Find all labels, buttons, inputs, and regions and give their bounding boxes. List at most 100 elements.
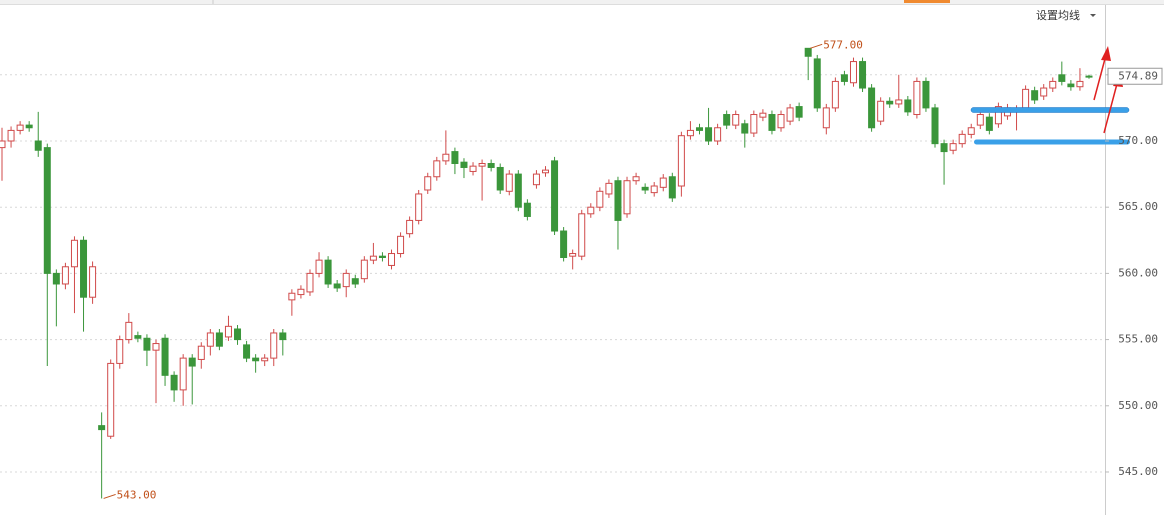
candle-body	[496, 166, 504, 191]
candle-body	[560, 230, 568, 258]
candle-body	[1031, 90, 1039, 101]
candle-body	[922, 80, 930, 109]
arrow-head	[1101, 46, 1111, 61]
candle-body	[840, 74, 848, 82]
candle-body	[831, 80, 839, 109]
candle-body	[904, 99, 912, 113]
candle-body	[659, 177, 667, 188]
candle-body	[632, 176, 640, 182]
candle-body	[741, 123, 749, 134]
candle-body	[333, 283, 341, 289]
candle-body	[297, 288, 305, 296]
candle-body	[406, 219, 414, 235]
candle-body	[7, 129, 15, 142]
last-price-label: 574.89	[1118, 69, 1158, 82]
candle-body	[868, 87, 876, 129]
candle-body	[397, 235, 405, 255]
candle-body	[206, 332, 214, 347]
candle-body	[34, 140, 42, 151]
candle-body	[714, 127, 722, 142]
candle-body	[351, 278, 359, 285]
candle-body	[705, 127, 713, 142]
dropdown-icon[interactable]	[1090, 14, 1096, 17]
candle-body	[505, 173, 513, 192]
drawings	[970, 46, 1130, 145]
candle-body	[388, 253, 396, 266]
candle-body	[179, 357, 187, 391]
candle-body	[1076, 80, 1084, 88]
candle-body	[686, 129, 694, 137]
y-tick-label: 555.00	[1118, 333, 1158, 346]
candle-body	[170, 374, 178, 391]
candle-body	[859, 61, 867, 89]
candle-body	[587, 206, 595, 215]
candle-body	[25, 124, 33, 129]
candle-body	[369, 255, 377, 261]
candle-body	[360, 259, 368, 280]
candle-body	[107, 362, 115, 437]
active-tab	[904, 0, 950, 3]
candle-body	[98, 425, 106, 431]
candle-body	[1049, 80, 1057, 89]
ma-button-label[interactable]: 设置均线	[1036, 8, 1080, 22]
label-pointer	[810, 43, 823, 49]
candle-body	[976, 114, 984, 126]
candle-body	[777, 114, 785, 129]
candle-body	[469, 165, 477, 172]
candle-body	[234, 328, 242, 341]
candle-body	[695, 127, 703, 131]
candle-body	[215, 332, 223, 347]
candle-body	[415, 193, 423, 221]
candle-body	[324, 259, 332, 285]
candle-body	[487, 163, 495, 168]
candle-body	[532, 173, 540, 186]
candle-body	[569, 253, 577, 257]
candle-body	[813, 58, 821, 109]
candle-body	[1067, 83, 1075, 88]
label-pointer	[103, 493, 116, 499]
candle-body	[614, 180, 622, 221]
candle-body	[89, 266, 97, 298]
candle-body	[224, 325, 232, 338]
candle-body	[958, 133, 966, 145]
candle-body	[596, 190, 604, 208]
extreme-label: 577.00	[823, 38, 863, 51]
candle-body	[804, 47, 812, 57]
candle-body	[913, 80, 921, 116]
candle-body	[523, 202, 531, 217]
candle-body	[433, 160, 441, 178]
candle-body	[125, 321, 133, 341]
candle-body	[623, 180, 631, 215]
candle-body	[967, 127, 975, 135]
drawn-arrow	[1103, 79, 1119, 134]
candle-body	[940, 143, 948, 153]
candle-body	[342, 272, 350, 288]
candle-body	[931, 107, 939, 145]
candle-body	[723, 114, 731, 126]
candle-body	[877, 100, 885, 122]
candle-body	[985, 116, 993, 131]
candle-body	[578, 213, 586, 257]
last-price-box	[1107, 67, 1163, 85]
candle-body	[143, 337, 151, 351]
candle-body	[786, 107, 794, 122]
candle-body	[252, 357, 260, 362]
extreme-label: 543.00	[117, 488, 157, 501]
candle-body	[732, 114, 740, 126]
candle-body	[378, 255, 386, 258]
candle-body	[70, 239, 78, 268]
ma-button[interactable]: 设置均线	[1036, 8, 1096, 22]
candle-body	[1085, 75, 1093, 78]
candle-body	[650, 185, 658, 194]
y-tick-label: 565.00	[1118, 200, 1158, 213]
candle-body	[768, 114, 776, 131]
candle-body	[288, 292, 296, 301]
candle-body	[270, 332, 278, 359]
candle-body	[886, 100, 894, 105]
plot-area	[0, 47, 1105, 499]
candle-body	[161, 337, 169, 376]
y-tick-label: 560.00	[1118, 266, 1158, 279]
candle-body	[551, 160, 559, 232]
candle-body	[152, 343, 160, 351]
